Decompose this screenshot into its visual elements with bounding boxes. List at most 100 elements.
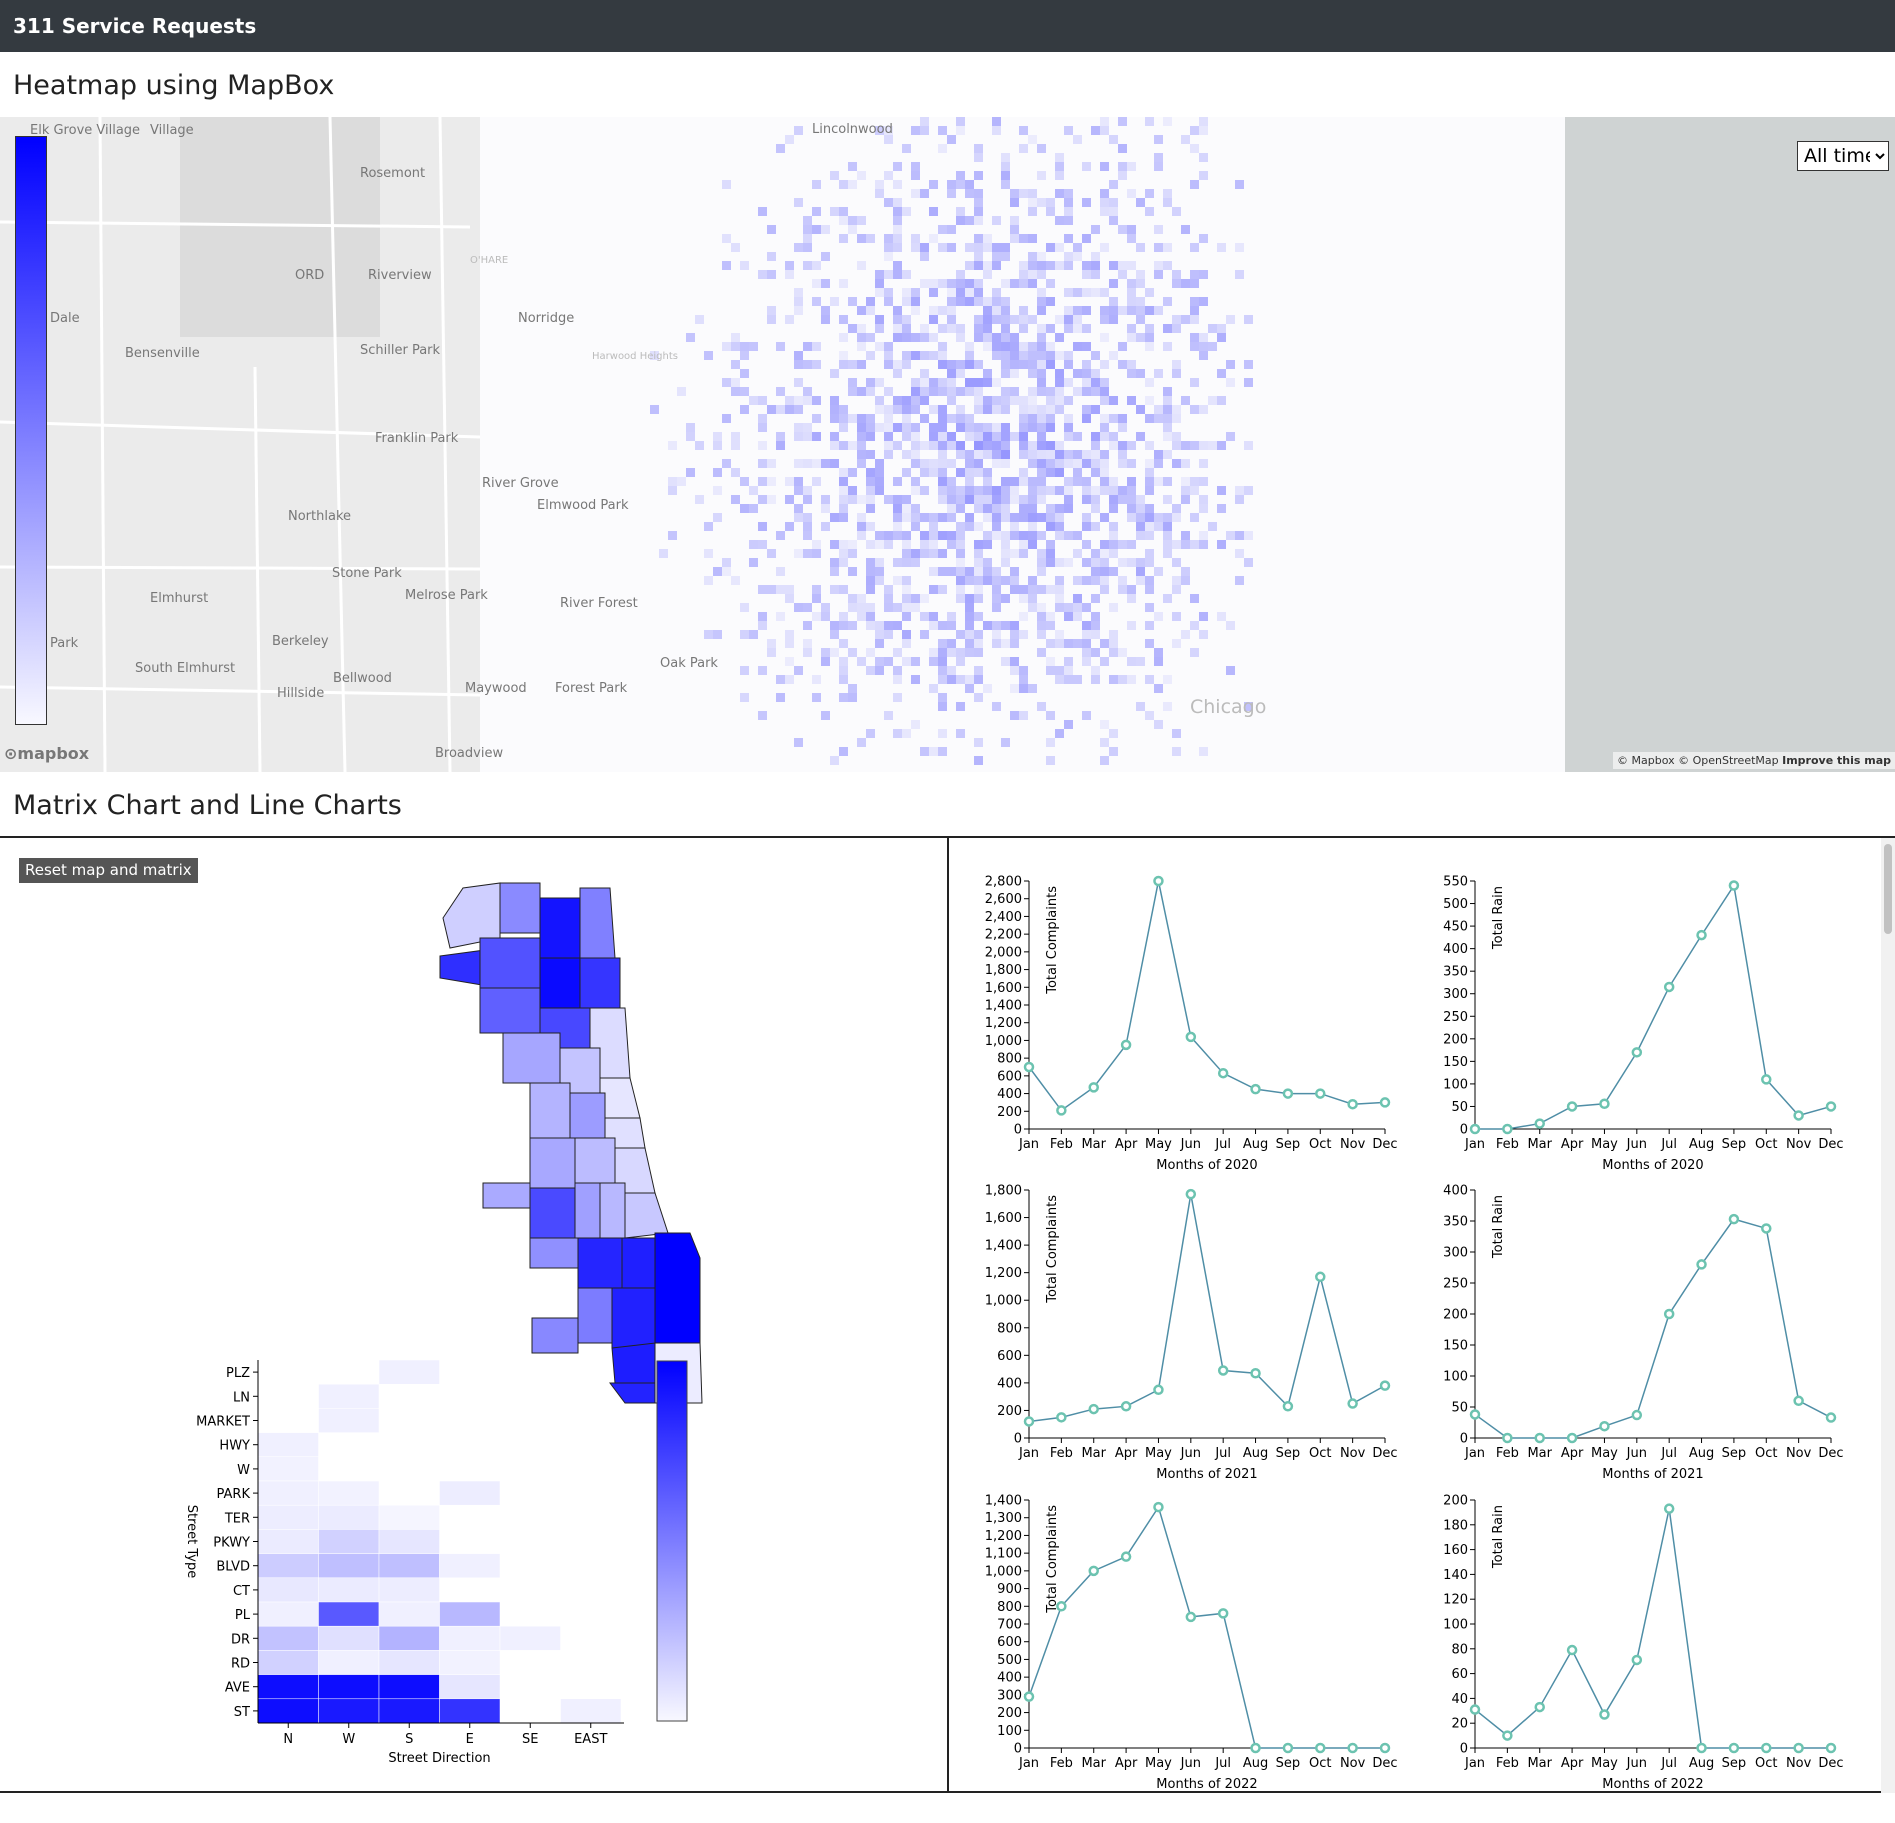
matrix-cell[interactable]	[257, 1601, 319, 1627]
chart-data-point[interactable]	[1185, 1031, 1197, 1043]
matrix-cell[interactable]	[378, 1529, 440, 1554]
chart-data-point[interactable]	[1217, 1067, 1229, 1079]
chart-data-point[interactable]	[1728, 1213, 1740, 1225]
area-irving-park[interactable]	[479, 987, 541, 1034]
chart-data-point[interactable]	[1088, 1082, 1099, 1093]
chart-data-point[interactable]	[1023, 1061, 1035, 1073]
chart-data-point[interactable]	[1250, 1742, 1261, 1754]
chart-data-point[interactable]	[1663, 1503, 1675, 1514]
chart-data-point[interactable]	[1793, 1742, 1804, 1754]
improve-map-link[interactable]: Improve this map	[1782, 754, 1891, 767]
area-riverdale[interactable]	[609, 1382, 656, 1404]
chart-data-point[interactable]	[1696, 1259, 1707, 1270]
area-lincoln-square[interactable]	[539, 957, 581, 1009]
chart-data-point[interactable]	[1825, 1412, 1837, 1423]
matrix-cell[interactable]	[257, 1480, 319, 1506]
matrix-cell[interactable]	[318, 1408, 380, 1433]
area-forest-glen[interactable]	[479, 937, 541, 989]
line-chart[interactable]: 01002003004005006007008009001,0001,1001,…	[985, 1494, 1398, 1793]
chart-data-point[interactable]	[1347, 1742, 1358, 1754]
chart-data-point[interactable]	[1250, 1367, 1261, 1379]
chart-data-point[interactable]	[1761, 1074, 1772, 1085]
matrix-cell[interactable]	[318, 1698, 380, 1724]
matrix-cell[interactable]	[257, 1625, 319, 1651]
matrix-cell[interactable]	[257, 1553, 319, 1579]
chart-data-point[interactable]	[1599, 1420, 1610, 1432]
app-brand[interactable]: 311 Service Requests	[13, 14, 257, 38]
area-rogers-park[interactable]	[579, 887, 616, 959]
chart-data-point[interactable]	[1761, 1742, 1772, 1754]
matrix-cell[interactable]	[439, 1553, 501, 1579]
matrix-cell[interactable]	[257, 1698, 319, 1724]
chart-data-point[interactable]	[1502, 1432, 1513, 1444]
matrix-cell[interactable]	[439, 1480, 501, 1506]
chart-data-point[interactable]	[1023, 1416, 1035, 1427]
matrix-cell[interactable]	[560, 1698, 622, 1724]
area-belmont-cragin[interactable]	[502, 1032, 561, 1084]
matrix-cell[interactable]	[378, 1698, 440, 1724]
matrix-cell[interactable]	[378, 1674, 440, 1700]
chart-data-point[interactable]	[1761, 1223, 1772, 1234]
matrix-cell[interactable]	[378, 1359, 440, 1385]
matrix-cell[interactable]	[318, 1674, 380, 1700]
heatmap-map[interactable]: Elk Grove Village Village Rosemont ORD River…	[0, 117, 1895, 772]
chart-data-point[interactable]	[1534, 1432, 1545, 1444]
chart-data-point[interactable]	[1088, 1565, 1099, 1577]
chart-data-point[interactable]	[1599, 1709, 1610, 1720]
chart-data-point[interactable]	[1120, 1039, 1132, 1051]
matrix-cell[interactable]	[318, 1650, 380, 1675]
area-north-lawndale[interactable]	[574, 1137, 616, 1184]
matrix-chart[interactable]: PLZLNMARKETHWYWPARKTERPKWYBLVDCTPLDRRDAV…	[184, 1359, 624, 1766]
area-edgewater[interactable]	[539, 897, 581, 959]
chart-data-point[interactable]	[1502, 1123, 1513, 1135]
line-chart[interactable]: 02004006008001,0001,2001,4001,6001,8002,…	[985, 875, 1398, 1174]
chart-data-point[interactable]	[1696, 1742, 1707, 1754]
area-roseland[interactable]	[611, 1287, 656, 1349]
chart-data-point[interactable]	[1153, 1501, 1164, 1513]
matrix-cell[interactable]	[378, 1577, 440, 1603]
matrix-cell[interactable]	[439, 1674, 501, 1700]
chart-data-point[interactable]	[1185, 1188, 1197, 1200]
community-areas-map[interactable]	[439, 882, 703, 1404]
matrix-cell[interactable]	[318, 1553, 380, 1579]
area-englewood[interactable]	[599, 1182, 626, 1239]
matrix-cell[interactable]	[318, 1577, 380, 1603]
chart-data-point[interactable]	[1566, 1101, 1578, 1112]
matrix-cell[interactable]	[378, 1601, 440, 1627]
matrix-cell[interactable]	[257, 1650, 319, 1675]
chart-data-point[interactable]	[1566, 1432, 1578, 1444]
chart-data-point[interactable]	[1120, 1551, 1132, 1562]
matrix-cell[interactable]	[318, 1529, 380, 1554]
chart-data-point[interactable]	[1056, 1601, 1067, 1612]
time-filter-select[interactable]: All time	[1797, 141, 1889, 171]
matrix-cell[interactable]	[499, 1625, 561, 1651]
reset-button[interactable]: Reset map and matrix	[19, 858, 198, 883]
chart-data-point[interactable]	[1663, 1308, 1675, 1320]
matrix-cell[interactable]	[318, 1601, 380, 1627]
matrix-cell[interactable]	[378, 1625, 440, 1651]
chart-data-point[interactable]	[1153, 875, 1164, 887]
chart-data-point[interactable]	[1250, 1083, 1261, 1095]
area-uptown[interactable]	[579, 957, 621, 1009]
chart-data-point[interactable]	[1153, 1384, 1164, 1396]
chart-data-point[interactable]	[1185, 1611, 1197, 1623]
chart-data-point[interactable]	[1379, 1380, 1391, 1391]
matrix-cell[interactable]	[257, 1529, 319, 1554]
chart-data-point[interactable]	[1728, 880, 1740, 891]
matrix-cell[interactable]	[318, 1504, 380, 1530]
chart-data-point[interactable]	[1120, 1401, 1132, 1412]
matrix-cell[interactable]	[257, 1577, 319, 1603]
chart-data-point[interactable]	[1282, 1088, 1294, 1099]
matrix-cell[interactable]	[439, 1601, 501, 1627]
chart-data-point[interactable]	[1379, 1097, 1391, 1108]
area-west-town[interactable]	[599, 1077, 641, 1119]
chart-data-point[interactable]	[1793, 1395, 1804, 1407]
chart-data-point[interactable]	[1631, 1047, 1643, 1058]
area-norwood[interactable]	[499, 882, 541, 934]
line-charts-scrollbar[interactable]	[1881, 838, 1895, 1793]
chart-data-point[interactable]	[1347, 1398, 1358, 1409]
area-south-shore[interactable]	[654, 1232, 701, 1344]
chart-data-point[interactable]	[1534, 1118, 1545, 1129]
matrix-cell[interactable]	[318, 1383, 380, 1409]
